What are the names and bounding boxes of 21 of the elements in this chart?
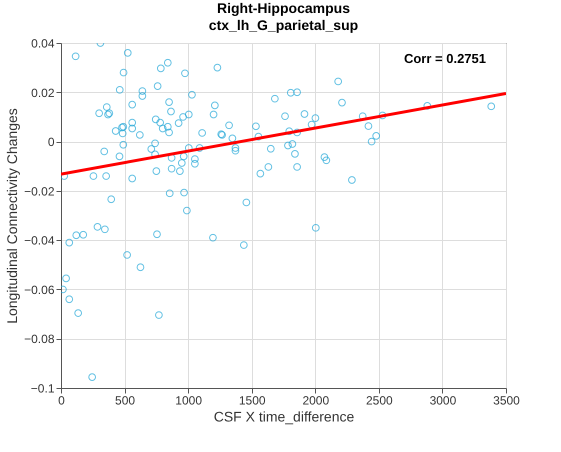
- x-tick-label: 2500: [366, 394, 394, 408]
- annotation: Corr = 0.2751: [404, 51, 486, 66]
- chart-subtitle: ctx_lh_G_parietal_sup: [208, 17, 358, 33]
- y-tick-label: −0.06: [24, 282, 55, 297]
- y-tick-label: −0.02: [24, 184, 55, 198]
- x-tick-label: 3500: [493, 394, 520, 408]
- y-tick-label: 0.04: [31, 36, 55, 50]
- y-tick-label: −0.04: [24, 234, 55, 248]
- chart-title: Right-Hippocampus: [217, 0, 350, 16]
- y-tick-label: −0.08: [24, 332, 55, 346]
- x-tick-label: 2000: [302, 394, 330, 408]
- x-tick-label: 1000: [175, 394, 202, 408]
- y-axis-title: Longitudinal Connectivity Changes: [4, 108, 20, 324]
- y-tick-label: 0.02: [31, 86, 55, 100]
- y-tick-label: −0.1: [30, 382, 55, 396]
- x-tick-label: 0: [58, 394, 66, 408]
- x-tick-label: 500: [115, 394, 136, 408]
- y-tick-label: 0: [48, 135, 55, 150]
- x-axis-title: CSF X time_difference: [214, 408, 354, 424]
- x-tick-label: 3000: [430, 394, 457, 408]
- x-tick-label: 1500: [238, 394, 266, 408]
